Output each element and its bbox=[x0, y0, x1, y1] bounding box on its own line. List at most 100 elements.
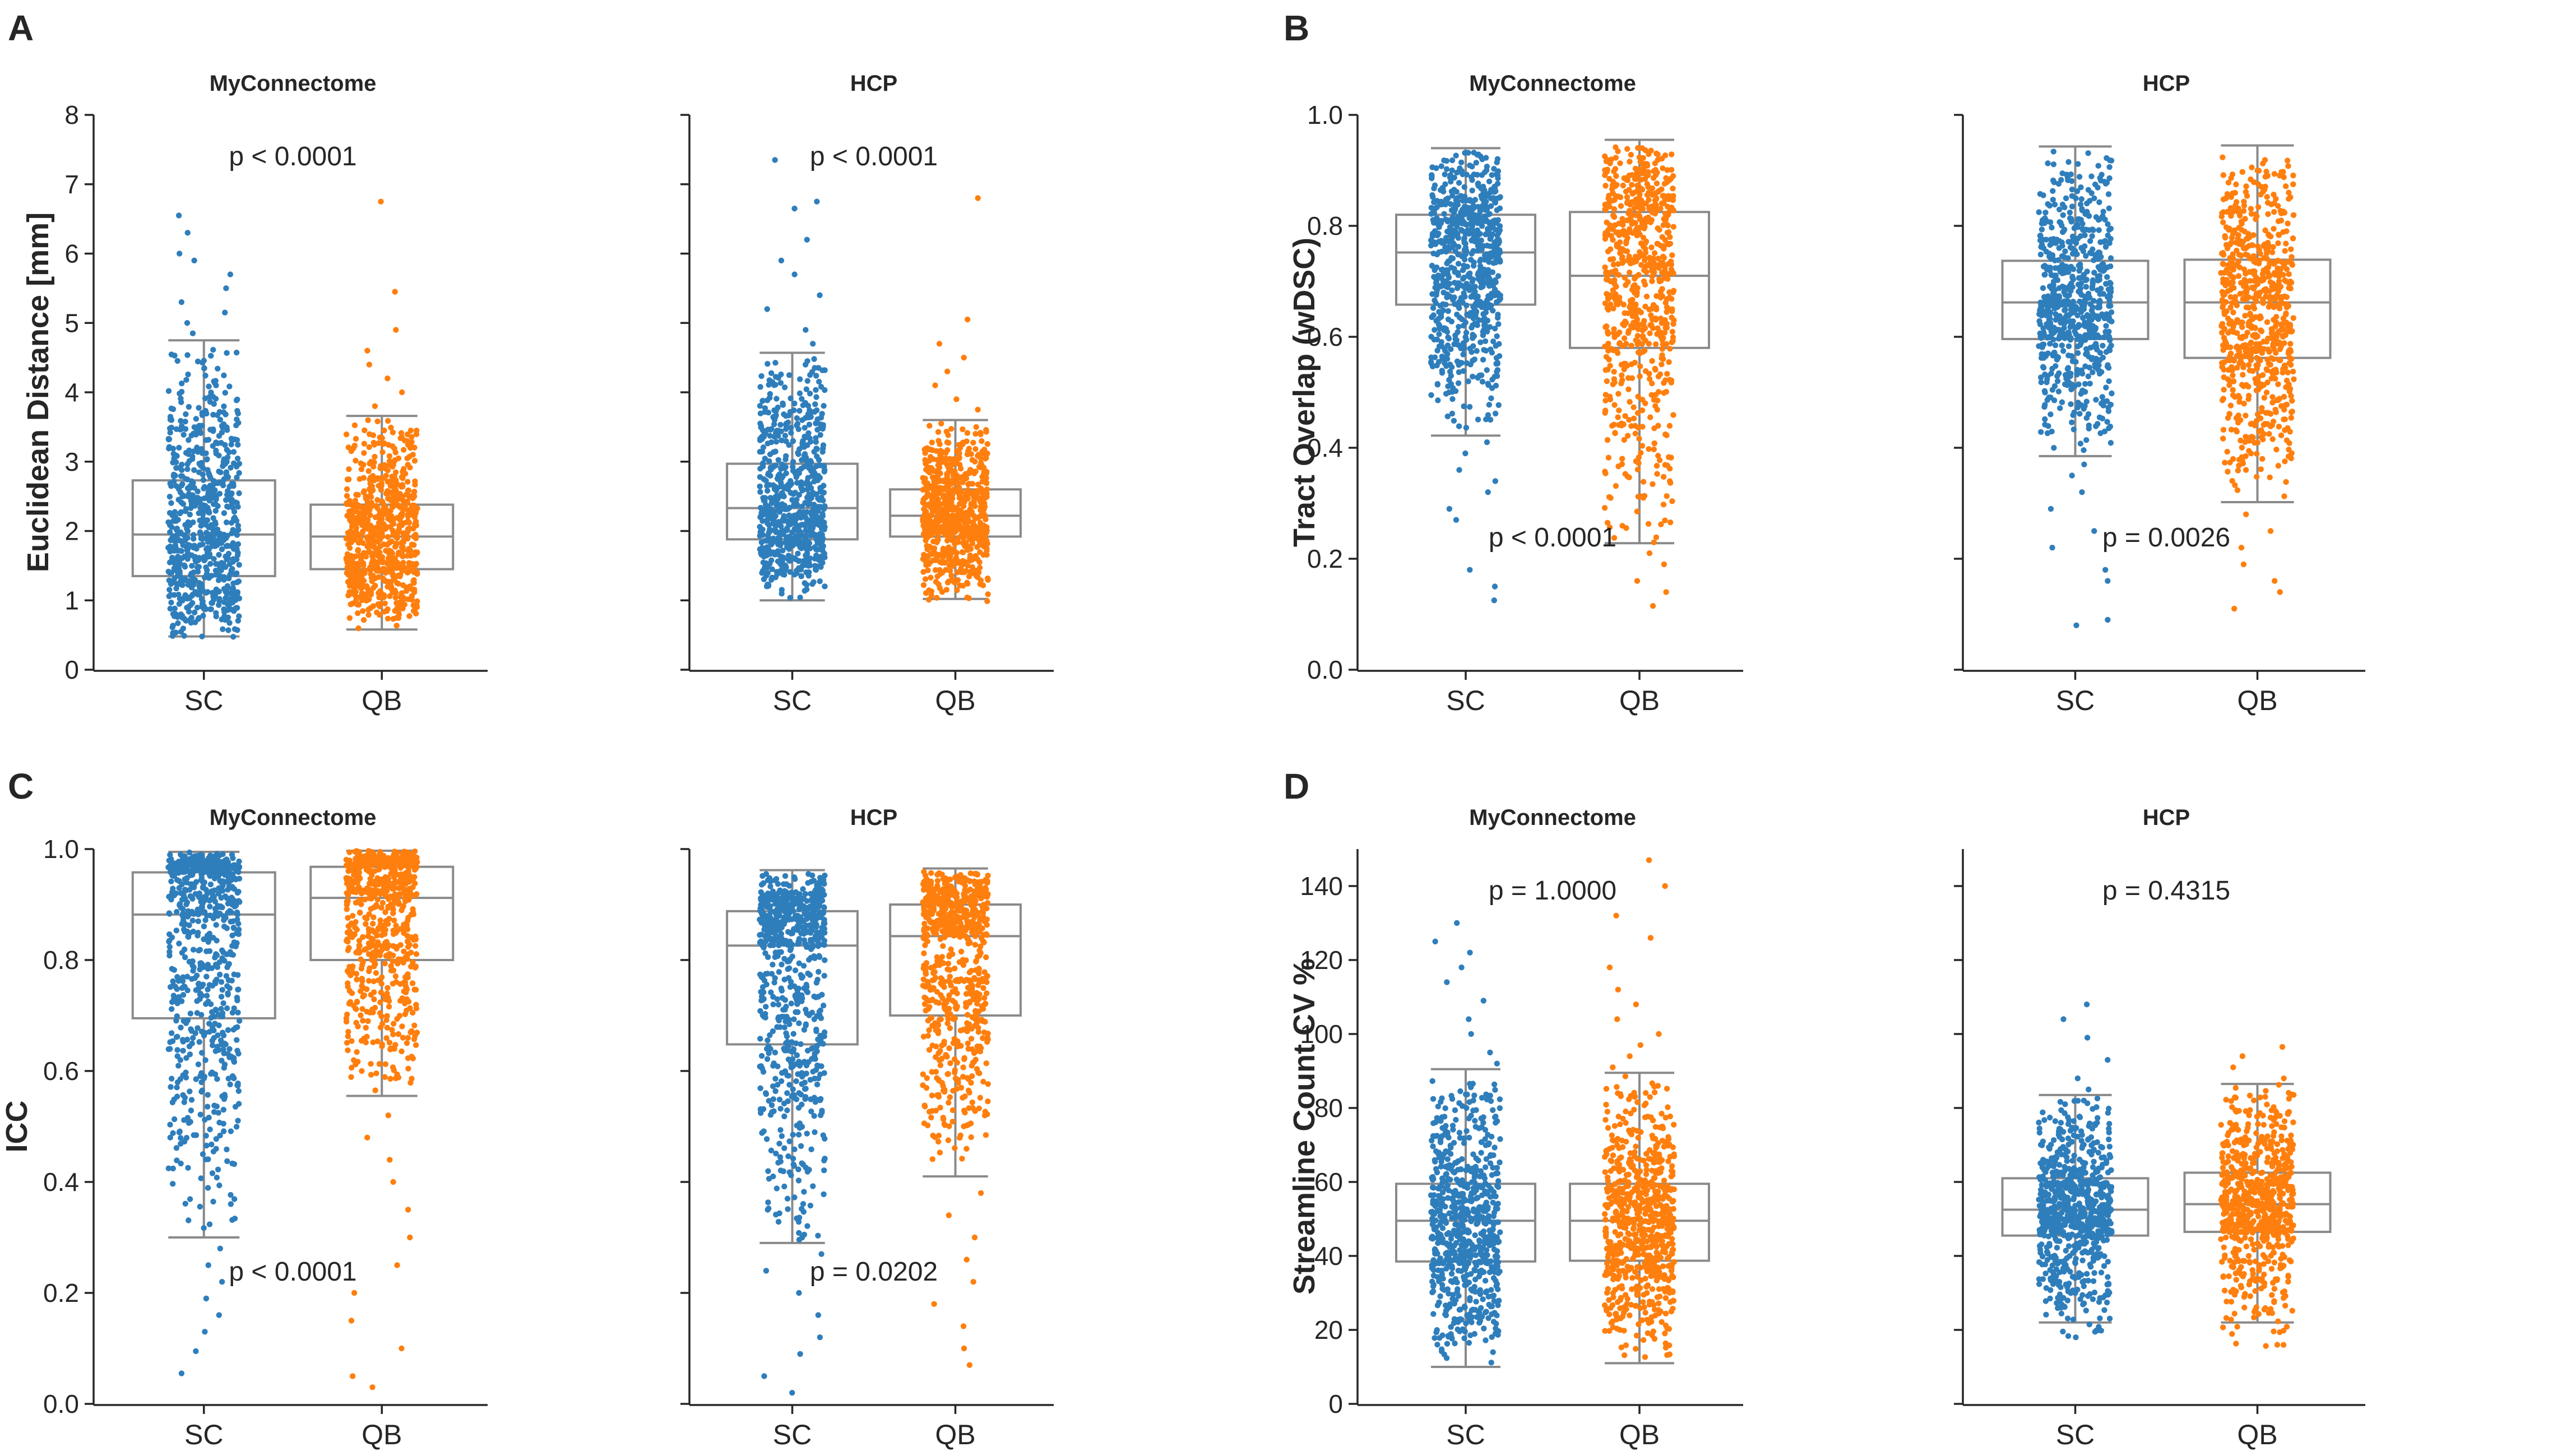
data-point bbox=[765, 537, 771, 544]
data-point bbox=[1480, 311, 1486, 317]
data-point bbox=[180, 493, 187, 499]
data-point bbox=[1669, 328, 1676, 335]
data-point bbox=[921, 551, 927, 558]
data-point bbox=[1646, 446, 1652, 452]
data-point bbox=[1463, 424, 1470, 431]
data-point bbox=[229, 566, 235, 572]
outlier-point bbox=[1467, 567, 1473, 573]
data-point bbox=[979, 474, 985, 480]
data-point bbox=[802, 361, 809, 368]
data-point bbox=[1651, 446, 1657, 452]
data-point bbox=[371, 442, 378, 448]
data-point bbox=[1624, 194, 1630, 201]
data-point bbox=[789, 497, 795, 503]
data-point bbox=[211, 526, 217, 532]
data-point bbox=[2045, 160, 2051, 166]
data-point bbox=[928, 465, 934, 471]
data-point bbox=[783, 506, 790, 512]
data-point bbox=[165, 388, 172, 394]
data-point bbox=[213, 439, 219, 446]
data-point bbox=[972, 515, 978, 521]
data-point bbox=[1621, 248, 1627, 254]
data-point bbox=[2097, 291, 2103, 297]
data-point bbox=[2051, 397, 2058, 404]
data-point bbox=[1432, 267, 1438, 273]
data-point bbox=[1480, 300, 1486, 307]
data-point bbox=[201, 484, 208, 490]
data-point bbox=[210, 482, 216, 489]
data-point bbox=[2074, 350, 2081, 356]
data-point bbox=[1472, 218, 1478, 225]
outlier-point bbox=[1491, 583, 1498, 590]
data-point bbox=[170, 446, 177, 452]
data-point bbox=[1627, 159, 1633, 165]
data-point bbox=[1460, 322, 1467, 329]
data-point bbox=[941, 456, 947, 462]
data-point bbox=[202, 373, 209, 379]
data-point bbox=[2096, 199, 2102, 206]
data-point bbox=[936, 464, 943, 471]
data-point bbox=[1670, 289, 1676, 295]
data-point bbox=[1460, 198, 1466, 204]
data-point bbox=[964, 523, 971, 530]
data-point bbox=[966, 446, 972, 452]
data-point bbox=[814, 426, 821, 433]
data-point bbox=[347, 535, 353, 541]
data-point bbox=[186, 404, 192, 410]
data-point bbox=[2100, 342, 2106, 349]
data-point bbox=[1611, 421, 1617, 428]
x-tick-label: SC bbox=[2056, 685, 2095, 716]
data-point bbox=[766, 481, 772, 488]
data-point bbox=[819, 411, 825, 417]
data-point bbox=[1604, 328, 1611, 335]
data-point bbox=[400, 595, 407, 601]
data-point bbox=[1660, 193, 1666, 199]
data-point bbox=[1663, 388, 1670, 395]
data-point bbox=[203, 450, 209, 457]
data-point bbox=[215, 365, 221, 372]
data-point bbox=[210, 501, 217, 507]
data-point bbox=[191, 532, 197, 538]
data-point bbox=[398, 430, 405, 436]
data-point bbox=[1443, 157, 1450, 164]
data-point bbox=[194, 564, 201, 571]
data-point bbox=[1624, 474, 1630, 480]
data-point bbox=[2074, 188, 2081, 194]
data-point bbox=[356, 516, 362, 522]
data-point bbox=[770, 539, 776, 545]
data-point bbox=[965, 481, 971, 488]
series-qb: QB bbox=[889, 195, 1022, 716]
data-point bbox=[2048, 411, 2054, 418]
data-point bbox=[2104, 274, 2110, 280]
data-point bbox=[171, 478, 177, 484]
data-point bbox=[407, 583, 413, 590]
data-point bbox=[386, 540, 393, 546]
data-point bbox=[1433, 300, 1439, 307]
data-point bbox=[361, 450, 367, 456]
data-point bbox=[1643, 200, 1649, 207]
data-point bbox=[392, 457, 398, 463]
data-point bbox=[814, 416, 821, 423]
data-point bbox=[2052, 342, 2059, 349]
data-point bbox=[1641, 278, 1647, 285]
data-point bbox=[392, 594, 399, 601]
data-point bbox=[235, 504, 241, 510]
data-point bbox=[2106, 175, 2113, 182]
data-point bbox=[177, 537, 183, 544]
data-point bbox=[938, 485, 944, 491]
outlier-point bbox=[964, 316, 971, 323]
outlier-point bbox=[1663, 589, 1669, 595]
data-point bbox=[921, 511, 928, 517]
data-point bbox=[786, 558, 793, 564]
data-point bbox=[1637, 216, 1643, 222]
data-point bbox=[959, 531, 965, 537]
data-point bbox=[984, 441, 990, 447]
data-point bbox=[1483, 216, 1489, 223]
data-point bbox=[767, 451, 773, 457]
data-point bbox=[941, 513, 947, 520]
data-point bbox=[1443, 248, 1449, 255]
data-point bbox=[1485, 280, 1492, 287]
data-point bbox=[927, 501, 933, 507]
data-point bbox=[359, 530, 365, 536]
data-point bbox=[406, 613, 413, 619]
